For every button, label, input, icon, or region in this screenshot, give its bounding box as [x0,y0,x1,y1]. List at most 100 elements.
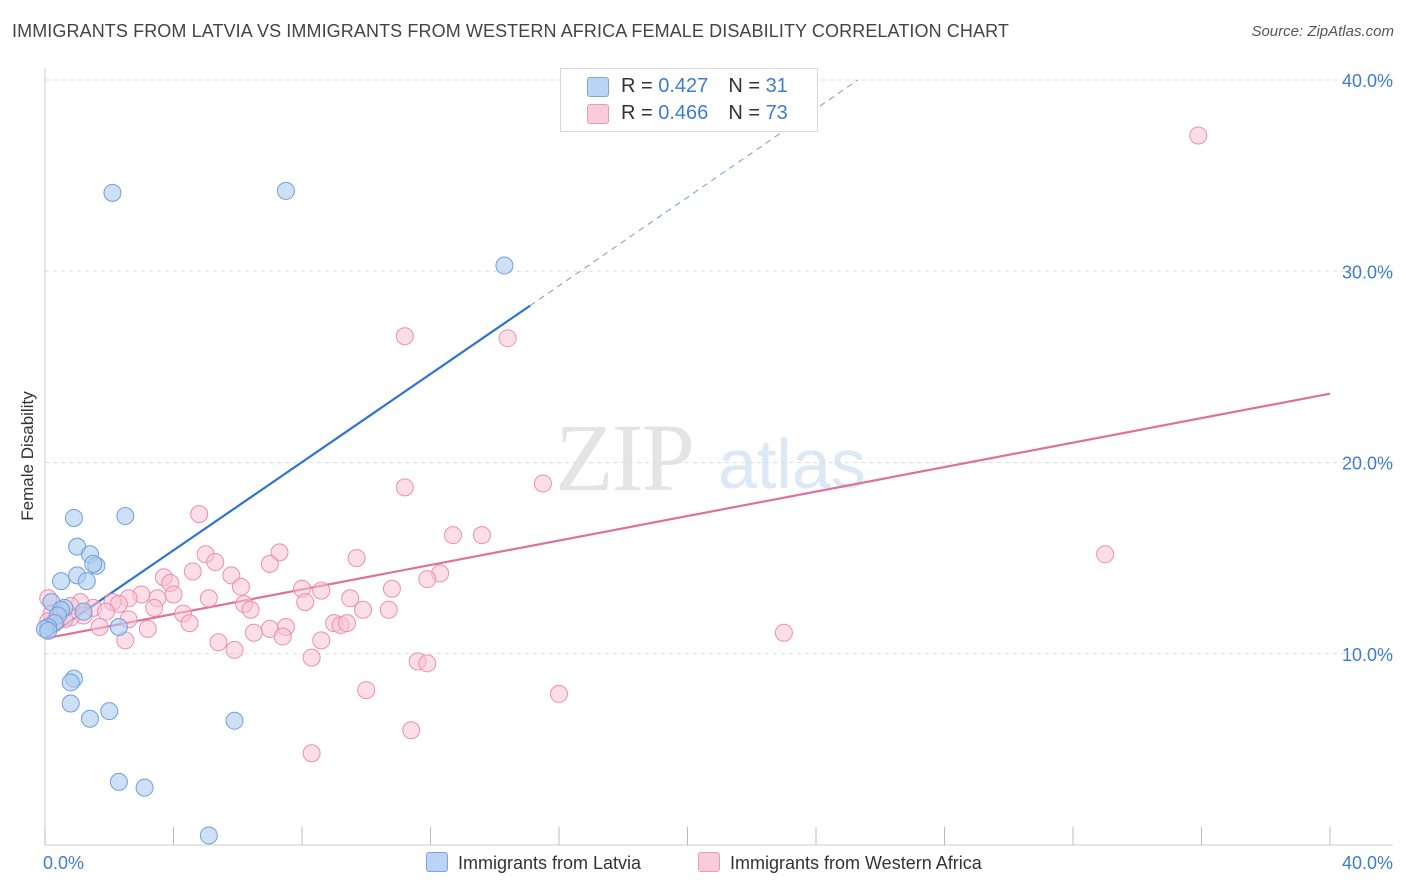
point-latvia [64,508,83,527]
y-tick-label: 40.0% [1342,71,1393,91]
y-tick-label: 10.0% [1342,645,1393,665]
point-latvia [74,602,93,621]
point-latvia [84,554,103,573]
point-latvia [80,709,99,728]
bottom-legend-latvia: Immigrants from Latvia [426,852,641,874]
point-western-africa [395,327,414,346]
point-latvia [225,711,244,730]
points-latvia [36,181,514,845]
point-western-africa [231,577,250,596]
bottom-legend-swatch-latvia [426,852,448,872]
point-western-africa [270,543,289,562]
stats-legend: R = 0.427 N = 31 R = 0.466 N = 73 [560,68,818,132]
point-western-africa [273,627,292,646]
point-latvia [135,778,154,797]
legend-r-label: R = [621,102,659,124]
point-western-africa [418,654,437,673]
legend-r-label: R = [621,75,659,97]
bottom-legend-western-africa: Immigrants from Western Africa [698,852,982,874]
legend-n-label: N = [728,75,766,97]
point-western-africa [302,648,321,667]
point-latvia [109,617,128,636]
point-latvia [39,621,58,640]
point-western-africa [1189,126,1208,145]
point-western-africa [354,600,373,619]
x-tick-label: 40.0% [1342,853,1393,873]
axes [44,68,1393,846]
point-western-africa [312,581,331,600]
point-western-africa [312,631,331,650]
point-latvia [116,507,135,526]
points-western-africa [39,126,1208,763]
point-western-africa [222,566,241,585]
legend-swatch-latvia [587,77,609,97]
point-western-africa [244,623,263,642]
point-western-africa [382,579,401,598]
point-western-africa [379,600,398,619]
point-western-africa [206,552,225,571]
y-tick-label: 20.0% [1342,454,1393,474]
point-western-africa [90,617,109,636]
point-western-africa [138,619,157,638]
point-latvia [276,181,295,200]
y-axis-label: Female Disability [18,391,37,521]
point-latvia [52,572,71,591]
legend-text-latvia: R = 0.427 N = 31 [621,75,788,98]
tick-labels: 10.0% 20.0% 30.0% 40.0% 0.0% 40.0% [43,71,1393,873]
point-western-africa [296,593,315,612]
point-western-africa [209,633,228,652]
watermark: ZIP atlas [555,404,866,511]
point-western-africa [199,589,218,608]
point-western-africa [180,614,199,633]
trend-lines [44,79,1331,640]
point-western-africa [774,623,793,642]
watermark-zip: ZIP [555,404,693,511]
point-western-africa [498,329,517,348]
legend-n-value: 73 [765,102,788,124]
point-latvia [199,826,218,845]
point-latvia [77,572,96,591]
point-western-africa [357,681,376,700]
point-western-africa [443,526,462,545]
point-western-africa [395,478,414,497]
point-latvia [61,673,80,692]
point-latvia [100,702,119,721]
point-western-africa [533,474,552,493]
legend-swatch-western-africa [587,104,609,124]
point-latvia [495,256,514,275]
point-western-africa [190,505,209,524]
point-western-africa [164,585,183,604]
point-western-africa [145,598,164,617]
point-latvia [61,694,80,713]
legend-r-value: 0.466 [658,102,709,124]
legend-text-western-africa: R = 0.466 N = 73 [621,102,788,125]
point-western-africa [347,549,366,568]
point-western-africa [225,640,244,659]
bottom-legend-swatch-western-africa [698,852,720,872]
chart-title: IMMIGRANTS FROM LATVIA VS IMMIGRANTS FRO… [12,21,1009,41]
legend-n-label: N = [728,102,766,124]
source-label: Source: ZipAtlas.com [1251,23,1394,40]
y-tick-label: 30.0% [1342,262,1393,282]
point-western-africa [472,526,491,545]
point-latvia [109,772,128,791]
point-western-africa [183,562,202,581]
point-western-africa [418,570,437,589]
legend-r-value: 0.427 [658,75,709,97]
bottom-legend-label-western-africa: Immigrants from Western Africa [730,853,982,873]
trend-line-western-africa [44,392,1331,640]
point-western-africa [241,600,260,619]
point-western-africa [260,554,279,573]
point-western-africa [97,602,116,621]
x-tick-label: 0.0% [43,853,84,873]
legend-n-value: 31 [765,75,788,97]
trend-line-latvia [44,304,531,640]
point-western-africa [302,744,321,763]
bottom-legend-label-latvia: Immigrants from Latvia [458,853,642,873]
point-western-africa [1096,545,1115,564]
watermark-atlas: atlas [718,425,866,503]
point-western-africa [550,684,568,703]
grid [45,79,1393,655]
point-western-africa [337,614,356,633]
